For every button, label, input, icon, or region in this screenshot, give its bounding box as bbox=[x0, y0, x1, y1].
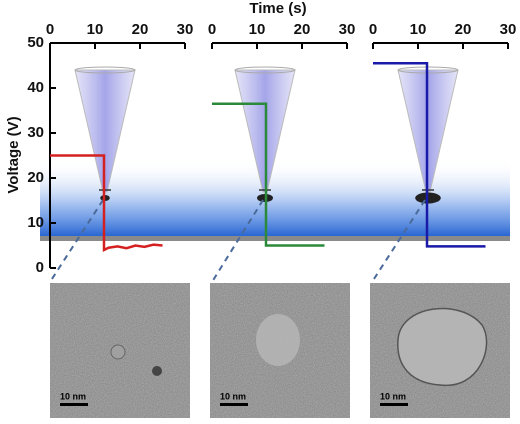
scale-bar bbox=[60, 403, 88, 406]
pipette-rim bbox=[74, 66, 136, 74]
y-tick-label: 50 bbox=[27, 34, 44, 51]
scale-bar-label: 10 nm bbox=[380, 391, 406, 401]
dashed-links bbox=[49, 199, 426, 283]
x-tick-label: 20 bbox=[455, 21, 472, 38]
scale-bar bbox=[220, 403, 248, 406]
x-tick-label: 0 bbox=[208, 21, 216, 38]
voltage-line bbox=[212, 102, 325, 247]
x-tick-label: 10 bbox=[249, 21, 266, 38]
x-axis-title: Time (s) bbox=[249, 0, 306, 17]
y-tick-label: 40 bbox=[27, 79, 44, 96]
tem-pore bbox=[256, 314, 300, 366]
y-axis-title: Voltage (V) bbox=[5, 116, 22, 193]
y-tick-label: 20 bbox=[27, 169, 44, 186]
x-tick-label: 20 bbox=[294, 21, 311, 38]
x-tick-label: 30 bbox=[500, 21, 517, 38]
y-tick-label: 10 bbox=[27, 214, 44, 231]
x-tick-label: 10 bbox=[87, 21, 104, 38]
membrane-base bbox=[40, 236, 510, 241]
y-tick-label: 30 bbox=[27, 124, 44, 141]
voltage-line bbox=[50, 154, 163, 253]
y-tick-label: 0 bbox=[36, 259, 44, 276]
x-tick-label: 10 bbox=[410, 21, 427, 38]
tem-images: 10 nm 10 nm 10 nm bbox=[50, 283, 510, 418]
x-tick-label: 0 bbox=[46, 21, 54, 38]
pipette-rim bbox=[234, 66, 296, 74]
x-tick-label: 30 bbox=[339, 21, 356, 38]
scale-bar-label: 10 nm bbox=[220, 391, 246, 401]
scale-bar bbox=[380, 403, 408, 406]
scale-bar-label: 10 nm bbox=[60, 391, 86, 401]
voltage-line bbox=[373, 62, 486, 248]
tem-pore bbox=[110, 344, 126, 360]
tem-pore bbox=[397, 307, 488, 386]
tem-dot bbox=[152, 366, 162, 376]
x-tick-label: 20 bbox=[132, 21, 149, 38]
x-tick-label: 30 bbox=[177, 21, 194, 38]
x-tick-label: 0 bbox=[369, 21, 377, 38]
pipette bbox=[74, 69, 136, 193]
